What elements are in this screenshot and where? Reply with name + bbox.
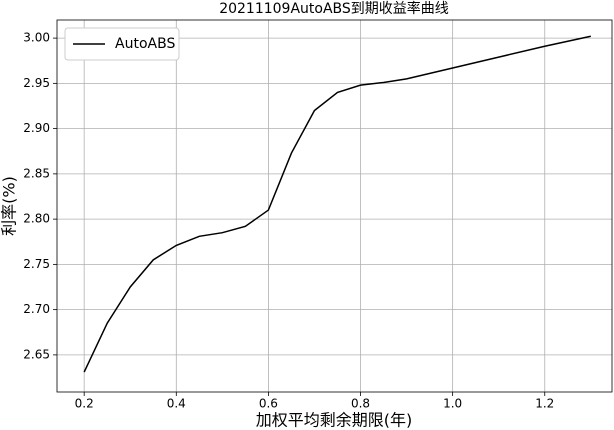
- x-tick-label: 0.4: [167, 397, 186, 411]
- y-tick-label: 3.00: [23, 31, 50, 45]
- legend-box: [64, 27, 180, 61]
- x-axis-label: 加权平均剩余期限(年): [256, 411, 413, 430]
- x-tick-label: 0.2: [75, 397, 94, 411]
- x-tick-label: 0.6: [259, 397, 278, 411]
- x-tick-label: 0.8: [351, 397, 370, 411]
- legend-label: AutoABS: [115, 36, 175, 52]
- y-axis-label: 利率(%): [0, 176, 19, 236]
- y-tick-label: 2.85: [23, 166, 50, 180]
- y-tick-label: 2.90: [23, 121, 50, 135]
- y-tick-label: 2.95: [23, 76, 50, 90]
- plot-frame: [56, 19, 613, 393]
- line: [83, 35, 591, 373]
- chart-title: 20211109AutoABS到期收益率曲线: [219, 0, 449, 17]
- x-tick-label: 1.0: [443, 397, 462, 411]
- y-tick-label: 2.65: [23, 347, 50, 361]
- y-tick-label: 2.70: [23, 302, 50, 316]
- x-tick-label: 1.2: [535, 397, 554, 411]
- y-tick-label: 2.75: [23, 257, 50, 271]
- y-tick-label: 2.80: [23, 212, 50, 226]
